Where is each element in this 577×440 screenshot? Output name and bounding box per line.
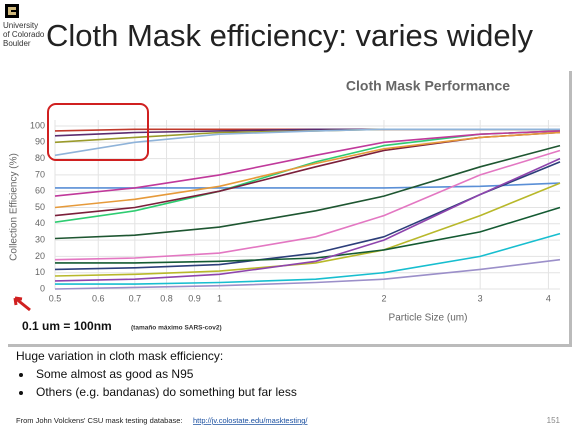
arrow <box>13 296 31 312</box>
series-line <box>54 144 561 240</box>
annotation: 0.1 um = 100nm <box>22 319 112 333</box>
series-line <box>55 232 561 285</box>
logo-mark-inner <box>8 7 16 15</box>
y-tick-label: 100 <box>30 120 45 130</box>
y-tick-label: 10 <box>35 267 45 277</box>
highlight-box <box>47 103 149 161</box>
chart-frame <box>5 68 569 344</box>
logo-text: of Colorado <box>3 30 45 39</box>
logo-text: University <box>3 21 38 30</box>
x-tick-label: 0.7 <box>129 293 142 303</box>
y-tick-label: 60 <box>35 186 45 196</box>
x-tick-label: 2 <box>381 293 386 303</box>
y-tick-label: 70 <box>35 169 45 179</box>
page-number: 151 <box>547 416 561 425</box>
series-line <box>54 182 561 277</box>
series-line <box>54 130 561 197</box>
footer-link[interactable]: http://jv.colostate.edu/masktesting/ <box>193 416 308 425</box>
bullet: Some almost as good as N95 <box>36 367 194 381</box>
series-line <box>54 258 561 290</box>
y-tick-label: 20 <box>35 251 45 261</box>
x-axis-label: Particle Size (um) <box>389 313 468 324</box>
x-tick-label: 0.6 <box>92 293 105 303</box>
annotation-note: (tamaño máximo SARS-cov2) <box>131 325 222 332</box>
slide-title: Cloth Mask efficiency: varies widely <box>46 18 533 53</box>
y-tick-label: 90 <box>35 137 45 147</box>
logo: University of Colorado Boulder <box>3 4 45 48</box>
logo-text: Boulder <box>3 39 31 48</box>
series-line <box>54 149 561 261</box>
x-tick-label: 1 <box>217 293 222 303</box>
y-tick-label: 30 <box>35 234 45 244</box>
y-tick-label: 50 <box>35 202 45 212</box>
x-tick-label: 0.9 <box>188 293 201 303</box>
series-line <box>54 131 561 209</box>
series-line <box>54 157 561 282</box>
logo-mark <box>5 4 19 18</box>
y-tick-label: 0 <box>40 283 45 293</box>
series-line <box>55 206 561 264</box>
x-tick-label: 3 <box>478 293 483 303</box>
footer-text: From John Volckens' CSU mask testing dat… <box>16 416 183 425</box>
bullet: Others (e.g. bandanas) do something but … <box>36 385 297 399</box>
x-tick-label: 4 <box>546 293 551 303</box>
bullet-dot <box>19 391 23 395</box>
body-heading: Huge variation in cloth mask efficiency: <box>16 349 223 363</box>
chart-title: Cloth Mask Performance <box>346 78 510 94</box>
x-tick-label: 0.8 <box>160 293 173 303</box>
y-axis-label: Collection Efficiency (%) <box>9 153 20 261</box>
x-tick-label: 0.5 <box>49 293 62 303</box>
plot: 0 10 20 30 40 50 60 70 80 90 100 0.5 0.6 0.7 0.8 0.9 1 2 3… <box>30 120 561 303</box>
y-tick-label: 80 <box>35 153 45 163</box>
y-tick-label: 40 <box>35 218 45 228</box>
series-line <box>54 128 560 157</box>
bullet-dot <box>19 373 23 377</box>
